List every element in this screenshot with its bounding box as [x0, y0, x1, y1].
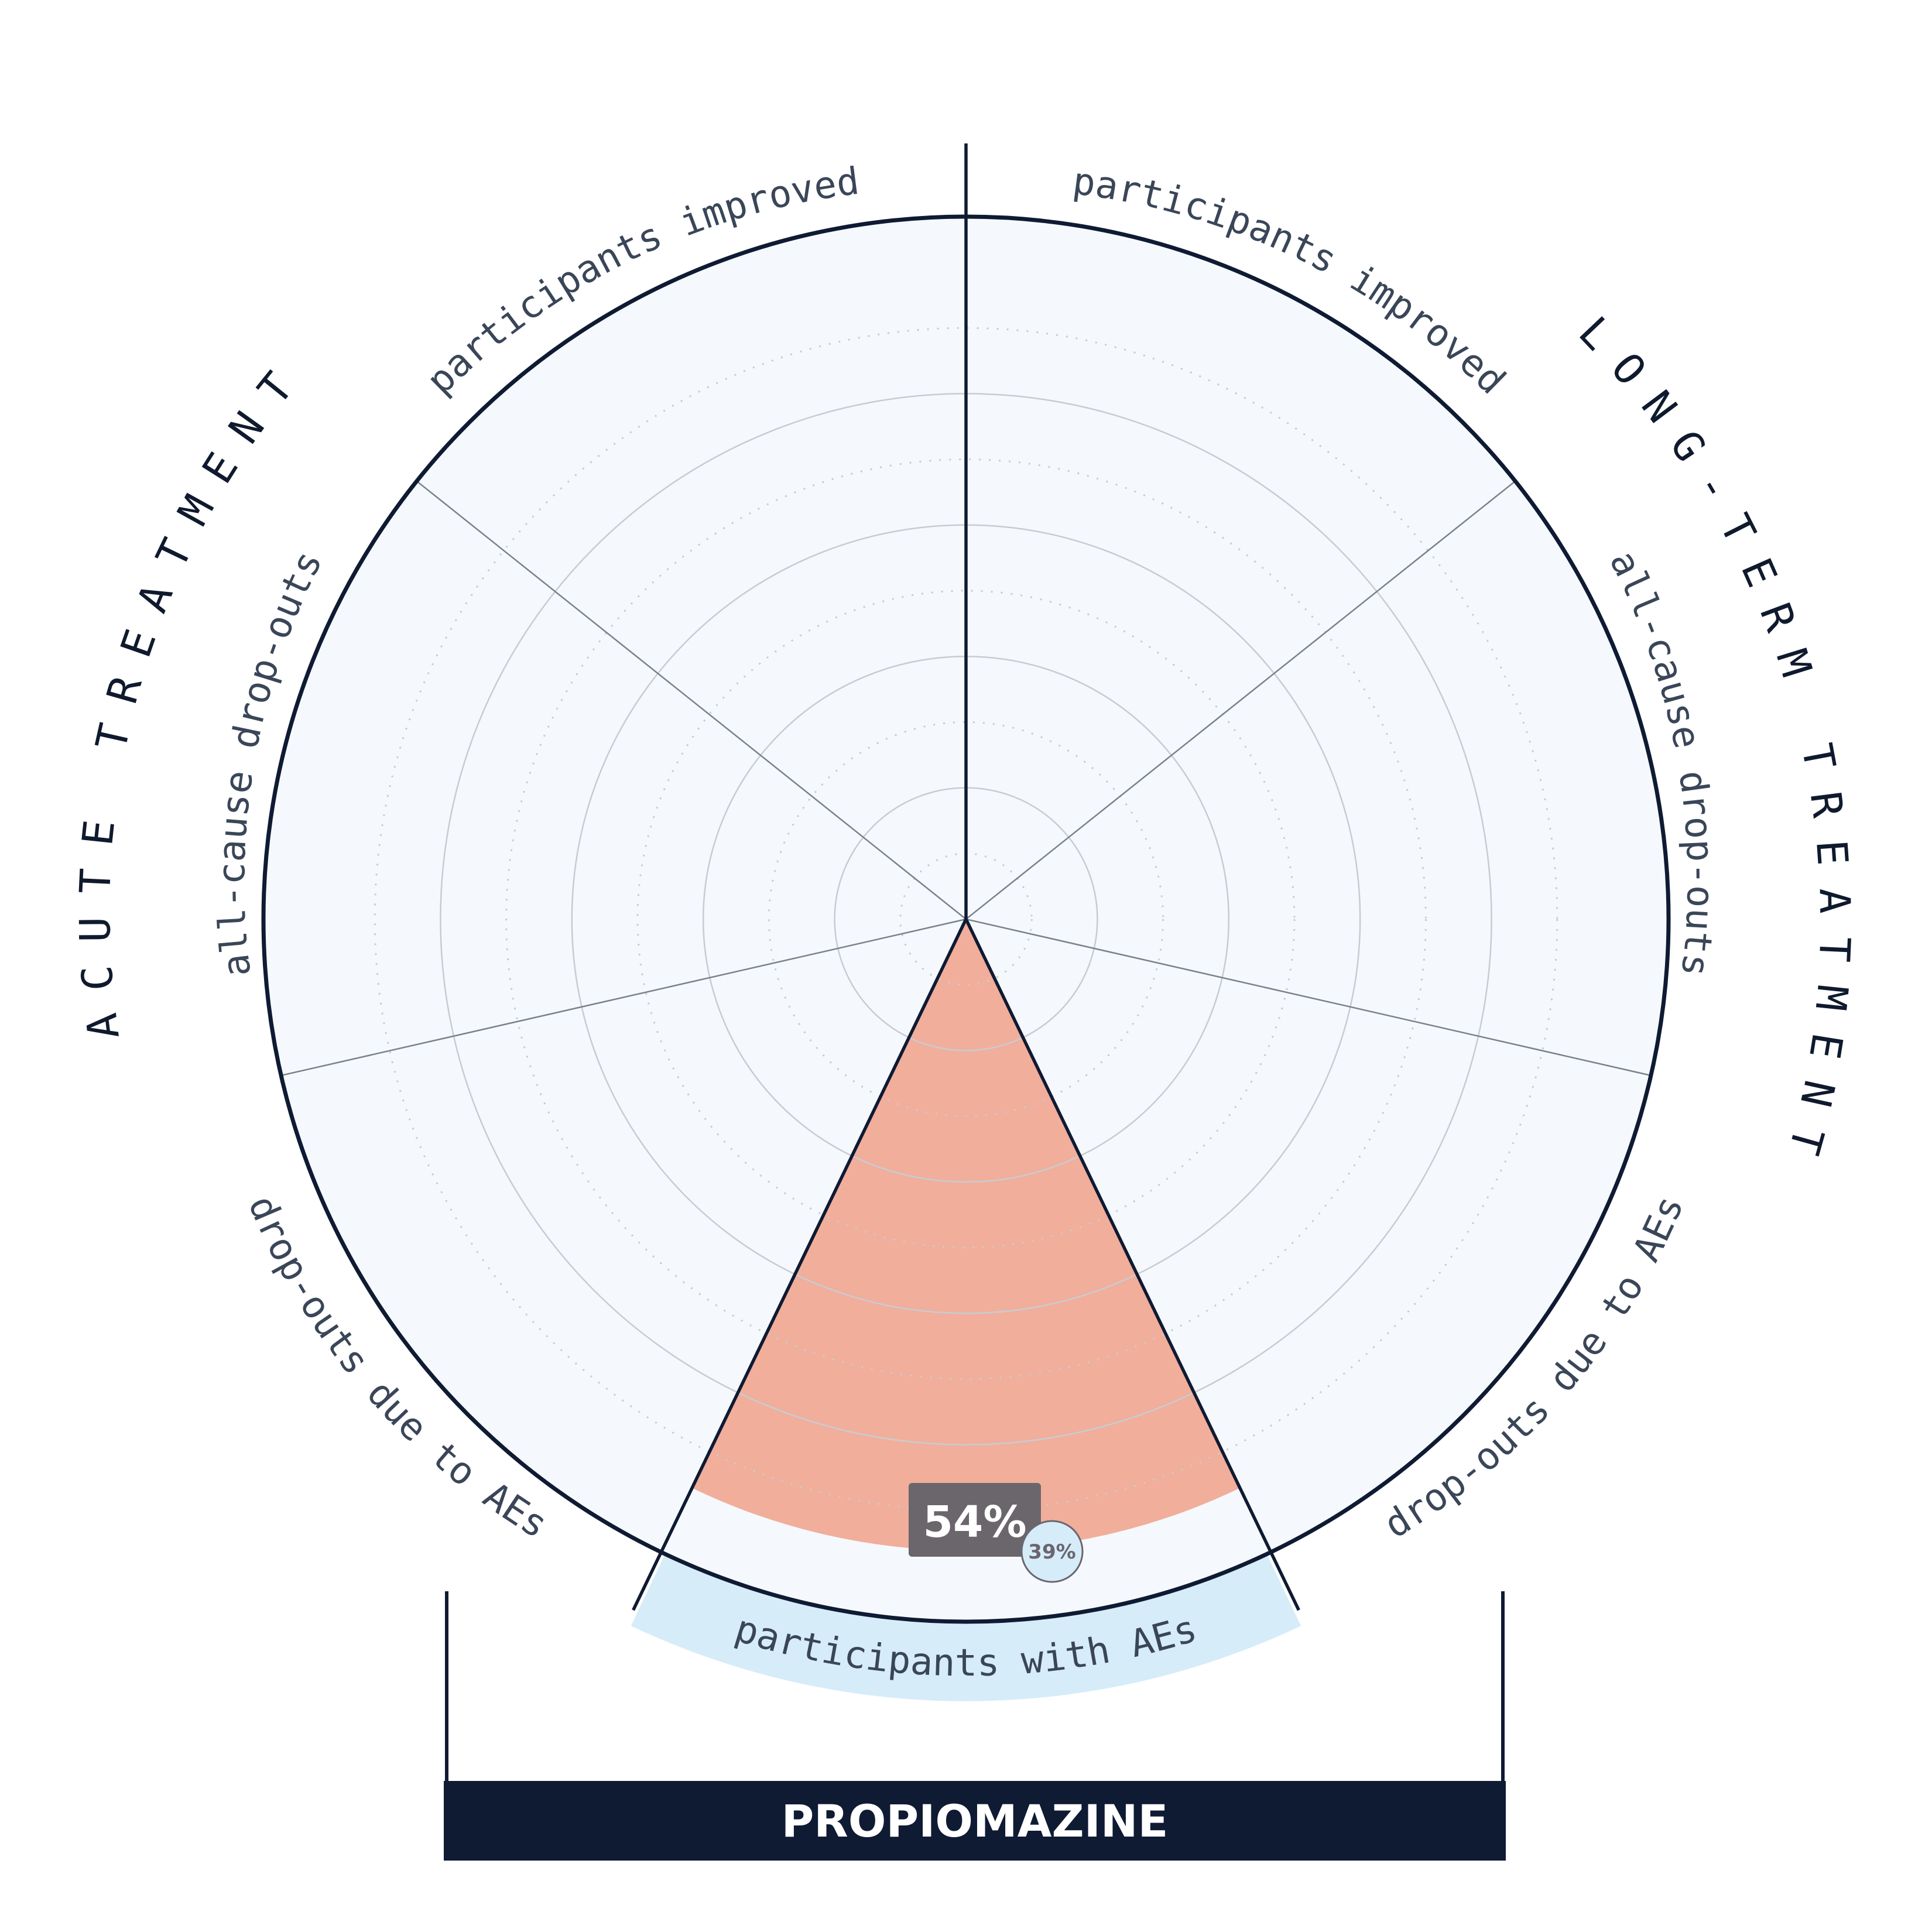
spoke	[416, 480, 967, 920]
spoke	[280, 918, 967, 1077]
value-label: 54%	[923, 1497, 1026, 1547]
grid-ring	[636, 590, 1296, 1249]
drug-bracket	[445, 1591, 1505, 1783]
secondary-value-label: 39%	[1028, 1540, 1075, 1564]
spokes	[280, 480, 1652, 1077]
grid-ring	[374, 327, 1558, 1512]
grid-ring	[768, 721, 1164, 1118]
value-label-box	[909, 1483, 1041, 1557]
value-label-group: 54% 39%	[909, 1483, 1084, 1583]
sector-outline	[632, 918, 1300, 1611]
secondary-value-bubble	[1020, 1520, 1084, 1583]
drug-name-bar	[444, 1781, 1506, 1861]
drug-name: PROPIOMAZINE	[782, 1795, 1169, 1847]
spoke	[965, 918, 1652, 1077]
highlight-band	[631, 1553, 1301, 1701]
grid-ring	[505, 458, 1427, 1380]
sector-edge-right	[964, 918, 1300, 1611]
spoke	[965, 480, 1516, 920]
sector-edge-left	[632, 918, 968, 1611]
sector-participants-with-aes	[692, 919, 1240, 1551]
